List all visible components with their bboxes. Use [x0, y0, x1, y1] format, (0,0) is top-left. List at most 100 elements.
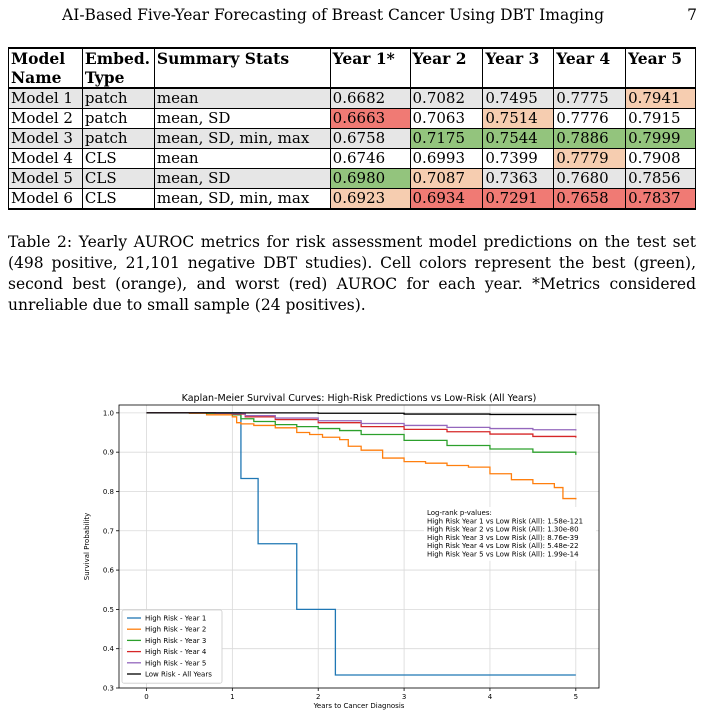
table-row: Model 5 CLS mean, SD 0.6980 0.7087 0.7363 0.76… [8, 168, 696, 189]
auroc-cell: 0.7941 [625, 87, 696, 109]
header-cell: Name [8, 68, 83, 89]
series-line [146, 412, 577, 455]
header-cell: Summary Stats [153, 47, 331, 89]
table-cell: Model 4 [8, 148, 83, 169]
x-tick-label: 0 [144, 693, 148, 701]
table-cell: Model 2 [8, 108, 83, 129]
page-number: 7 [687, 6, 697, 24]
y-tick-label: 0.5 [103, 606, 114, 614]
table-row: Model 6 CLS mean, SD, min, max 0.6923 0.6934… [8, 188, 696, 210]
x-tick-label: 2 [316, 693, 320, 701]
auroc-cell: 0.6980 [329, 168, 411, 189]
table-row: Model 4 CLS mean 0.6746 0.6993 0.7399 0.7779 0.… [8, 148, 696, 169]
table-row: Model 2 patch mean, SD 0.6663 0.7063 0.7514 0.… [8, 108, 696, 129]
auroc-cell: 0.7514 [482, 108, 555, 129]
plot-frame [118, 404, 600, 689]
table-cell: mean [153, 148, 331, 169]
legend-label: High Risk - Year 5 [145, 659, 206, 667]
auroc-table: Model Embed. Summary Stats Year 1* Year 2 Yea… [8, 47, 696, 210]
auroc-cell: 0.7908 [625, 148, 696, 169]
table-cell: mean, SD [153, 108, 331, 129]
series-line [146, 412, 576, 676]
x-tick-label: 5 [574, 693, 578, 701]
auroc-cell: 0.6746 [329, 148, 411, 169]
legend-label: High Risk - Year 2 [145, 626, 206, 634]
auroc-cell: 0.6934 [409, 188, 484, 210]
header-cell: Year 1* [329, 47, 411, 89]
legend-label: High Risk - Year 3 [145, 637, 206, 645]
y-tick-label: 1.0 [103, 409, 114, 417]
table-cell: patch [81, 108, 155, 129]
table-cell: mean, SD, min, max [153, 128, 331, 149]
auroc-cell: 0.7063 [409, 108, 484, 129]
annotation-line: Log-rank p-values: [427, 509, 492, 517]
table-cell: CLS [81, 188, 155, 210]
auroc-cell: 0.7775 [553, 87, 627, 109]
auroc-cell: 0.7363 [482, 168, 555, 189]
auroc-cell: 0.7856 [625, 168, 696, 189]
table-cell: Model 1 [8, 87, 83, 109]
km-figure: Kaplan-Meier Survival Curves: High-Risk … [80, 392, 605, 712]
auroc-cell: 0.6758 [329, 128, 411, 149]
auroc-cell: 0.7082 [409, 87, 484, 109]
table-cell: CLS [81, 168, 155, 189]
legend-label: High Risk - Year 4 [145, 648, 207, 656]
annotation-line: High Risk Year 3 vs Low Risk (All): 8.76… [427, 534, 579, 542]
y-tick-label: 0.3 [103, 685, 114, 693]
table-row: Model 3 patch mean, SD, min, max 0.6758 0.71… [8, 128, 696, 149]
table-cell: patch [81, 87, 155, 109]
auroc-cell: 0.7915 [625, 108, 696, 129]
auroc-cell: 0.7837 [625, 188, 696, 210]
header-cell: Type [81, 68, 155, 89]
table-cell: mean, SD [153, 168, 331, 189]
x-tick-label: 4 [488, 693, 493, 701]
y-tick-label: 0.4 [103, 645, 115, 653]
annotation-line: High Risk Year 1 vs Low Risk (All): 1.58… [427, 517, 583, 525]
auroc-cell: 0.6923 [329, 188, 411, 210]
auroc-cell: 0.7999 [625, 128, 696, 149]
auroc-cell: 0.6682 [329, 87, 411, 109]
header-cell: Embed. [81, 47, 155, 68]
series-line [146, 412, 577, 500]
auroc-cell: 0.7399 [482, 148, 555, 169]
auroc-cell: 0.7776 [553, 108, 627, 129]
y-tick-label: 0.9 [103, 449, 114, 457]
x-tick-label: 3 [402, 693, 406, 701]
km-chart: Kaplan-Meier Survival Curves: High-Risk … [83, 393, 600, 710]
auroc-cell: 0.7087 [409, 168, 484, 189]
auroc-cell: 0.7291 [482, 188, 555, 210]
table-cell: Model 5 [8, 168, 83, 189]
auroc-cell: 0.7680 [553, 168, 627, 189]
header-cell: Year 5 [625, 47, 696, 89]
auroc-cell: 0.7544 [482, 128, 555, 149]
auroc-cell: 0.7886 [553, 128, 627, 149]
table-row: Model 1 patch mean 0.6682 0.7082 0.7495 0.7775… [8, 87, 696, 109]
y-tick-label: 0.6 [103, 567, 115, 575]
x-tick-label: 1 [230, 693, 234, 701]
annotation-line: High Risk Year 4 vs Low Risk (All): 5.48… [427, 542, 579, 550]
series-line [146, 412, 577, 416]
series-line [146, 412, 577, 431]
chart-title: Kaplan-Meier Survival Curves: High-Risk … [182, 393, 537, 404]
legend-box [121, 609, 223, 684]
annotation-box [424, 507, 596, 561]
auroc-cell: 0.7658 [553, 188, 627, 210]
running-title: AI-Based Five-Year Forecasting of Breast… [62, 6, 605, 24]
header-cell: Year 4 [553, 47, 627, 89]
auroc-cell: 0.7175 [409, 128, 484, 149]
auroc-cell: 0.7779 [553, 148, 627, 169]
annotation-line: High Risk Year 2 vs Low Risk (All): 1.30… [427, 526, 579, 534]
auroc-cell: 0.7495 [482, 87, 555, 109]
table-cell: mean, SD, min, max [153, 188, 331, 210]
table-cell: mean [153, 87, 331, 109]
table-cell: Model 3 [8, 128, 83, 149]
legend-label: High Risk - Year 1 [145, 615, 206, 623]
y-axis-label: Survival Probability [83, 513, 91, 580]
x-axis-label: Years to Cancer Diagnosis [313, 702, 405, 710]
header-cell: Year 2 [409, 47, 484, 89]
y-tick-label: 0.8 [103, 488, 114, 496]
page-header: AI-Based Five-Year Forecasting of Breast… [62, 6, 697, 26]
auroc-cell: 0.6993 [409, 148, 484, 169]
header-cell: Model [8, 47, 83, 68]
y-tick-label: 0.7 [103, 527, 114, 535]
